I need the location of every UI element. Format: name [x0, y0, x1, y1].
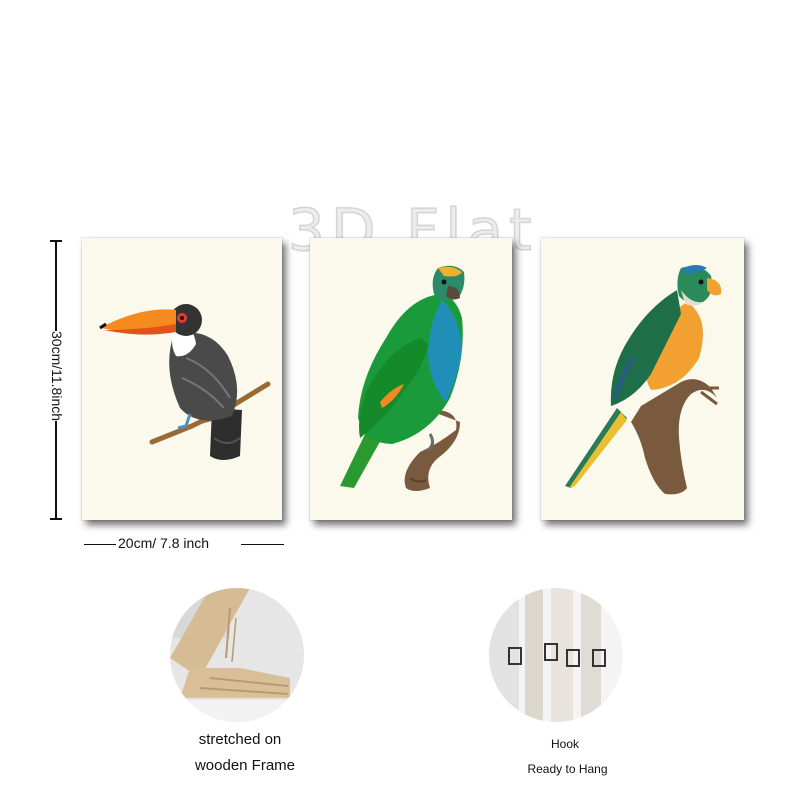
wooden-frame-photo — [170, 588, 304, 722]
orange-parakeet-illustration — [565, 265, 722, 495]
toucan-illustration — [99, 304, 271, 460]
width-dimension-label: 20cm/ 7.8 inch — [118, 535, 210, 551]
canvas-panel-parakeet — [541, 238, 744, 520]
hook-caption-line1: Hook — [550, 737, 579, 751]
height-dimension-cap-bottom — [50, 518, 62, 520]
frame-caption-line1: stretched on — [198, 731, 282, 748]
canvas-panel-toucan — [82, 238, 282, 520]
height-dimension-cap-top — [50, 240, 62, 242]
height-dimension-label: 30cm/11.8inch — [49, 331, 65, 422]
hook-caption-line2: Ready to Hang — [527, 762, 608, 776]
width-dimension-line-right — [241, 544, 284, 545]
green-parrot-illustration — [340, 265, 465, 491]
frame-caption-line2: wooden Frame — [194, 757, 296, 774]
hook-photo — [489, 588, 623, 722]
width-dimension-line-left — [84, 544, 116, 545]
canvas-panel-green-parrot — [310, 238, 512, 520]
